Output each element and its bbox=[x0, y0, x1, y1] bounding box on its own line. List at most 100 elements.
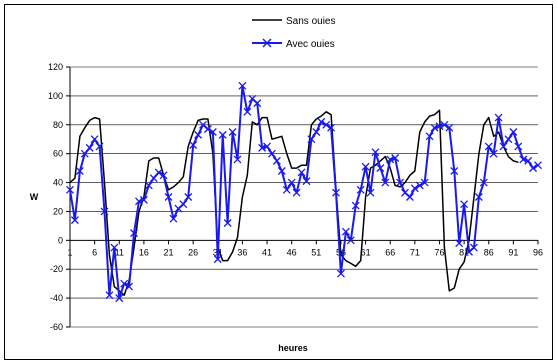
data-point-avec-ouies bbox=[66, 185, 74, 194]
data-point-avec-ouies bbox=[420, 178, 429, 187]
data-point-avec-ouies bbox=[317, 117, 326, 126]
data-point-avec-ouies bbox=[336, 269, 345, 278]
x-tick-label: 36 bbox=[237, 247, 247, 257]
data-point-avec-ouies bbox=[327, 123, 336, 132]
data-point-avec-ouies bbox=[307, 135, 316, 144]
data-point-avec-ouies bbox=[460, 200, 469, 209]
y-tick-label: 40 bbox=[53, 178, 63, 188]
series-layer bbox=[66, 81, 542, 303]
data-point-avec-ouies bbox=[386, 155, 395, 164]
data-point-avec-ouies bbox=[169, 214, 178, 223]
data-point-avec-ouies bbox=[415, 181, 424, 190]
data-point-avec-ouies bbox=[292, 188, 301, 197]
data-point-avec-ouies bbox=[223, 219, 232, 227]
data-point-avec-ouies bbox=[263, 142, 272, 151]
data-point-avec-ouies bbox=[435, 122, 444, 131]
data-point-avec-ouies bbox=[519, 155, 528, 164]
data-point-avec-ouies bbox=[381, 178, 390, 187]
x-tick-label: 61 bbox=[361, 247, 371, 257]
data-point-avec-ouies bbox=[144, 181, 153, 190]
data-point-avec-ouies bbox=[366, 188, 375, 197]
data-point-avec-ouies bbox=[494, 113, 503, 122]
data-point-avec-ouies bbox=[322, 120, 331, 129]
data-point-avec-ouies bbox=[258, 143, 267, 152]
data-point-avec-ouies bbox=[135, 197, 143, 206]
data-point-avec-ouies bbox=[100, 207, 109, 216]
data-point-avec-ouies bbox=[371, 148, 380, 157]
data-point-avec-ouies bbox=[405, 193, 414, 201]
series-line-avec-ouies bbox=[69, 84, 539, 300]
x-tick-label: 1 bbox=[67, 247, 72, 257]
y-tick-label: -60 bbox=[50, 322, 63, 332]
data-point-avec-ouies bbox=[376, 164, 385, 173]
data-point-avec-ouies bbox=[164, 193, 173, 201]
data-point-avec-ouies bbox=[130, 229, 139, 238]
data-point-avec-ouies bbox=[179, 200, 188, 209]
x-tick-label: 51 bbox=[311, 247, 321, 257]
x-tick-label: 91 bbox=[508, 247, 518, 257]
data-point-avec-ouies bbox=[218, 130, 227, 139]
legend: Sans ouies Avec ouies bbox=[252, 16, 335, 50]
data-point-avec-ouies bbox=[484, 142, 493, 151]
grid-lines bbox=[70, 66, 538, 328]
data-point-avec-ouies bbox=[469, 243, 478, 252]
data-point-avec-ouies bbox=[346, 236, 355, 245]
data-point-avec-ouies bbox=[504, 135, 513, 144]
data-point-avec-ouies bbox=[430, 123, 439, 132]
data-point-avec-ouies bbox=[110, 243, 119, 252]
data-point-avec-ouies bbox=[70, 216, 79, 225]
data-point-avec-ouies bbox=[489, 149, 498, 158]
data-point-avec-ouies bbox=[159, 171, 168, 180]
y-tick-label: -20 bbox=[50, 264, 63, 274]
legend-marker-avec-ouies bbox=[262, 38, 272, 48]
x-tick-label: 16 bbox=[139, 247, 149, 257]
y-tick-label: 60 bbox=[53, 149, 63, 159]
y-tick-label: 120 bbox=[48, 62, 63, 72]
x-tick-label: 81 bbox=[459, 247, 469, 257]
data-point-avec-ouies bbox=[514, 142, 523, 151]
y-tick-labels: -60 -40 -20 0 20 40 60 80 100 120 bbox=[48, 62, 63, 332]
data-point-avec-ouies bbox=[95, 142, 104, 151]
data-point-avec-ouies bbox=[499, 142, 508, 151]
y-tick-label: 80 bbox=[53, 120, 63, 130]
data-point-avec-ouies bbox=[189, 141, 198, 149]
data-point-avec-ouies bbox=[341, 227, 350, 236]
data-point-avec-ouies bbox=[509, 128, 518, 136]
axes bbox=[66, 66, 539, 328]
data-point-avec-ouies bbox=[154, 168, 163, 177]
x-tick-label: 6 bbox=[92, 247, 97, 257]
data-point-avec-ouies bbox=[302, 177, 311, 186]
x-tick-label: 26 bbox=[188, 247, 198, 257]
data-point-avec-ouies bbox=[356, 185, 365, 194]
y-tick-label: 100 bbox=[48, 91, 63, 101]
data-point-avec-ouies bbox=[410, 184, 419, 193]
series-line-sans-ouies bbox=[69, 109, 519, 296]
data-point-avec-ouies bbox=[85, 143, 94, 152]
y-axis-label: W bbox=[30, 192, 39, 202]
x-tick-label: 46 bbox=[287, 247, 297, 257]
y-tick-label: 0 bbox=[58, 235, 63, 245]
data-point-avec-ouies bbox=[75, 167, 84, 175]
x-tick-label: 41 bbox=[262, 247, 272, 257]
data-point-avec-ouies bbox=[268, 149, 276, 158]
data-point-avec-ouies bbox=[391, 154, 400, 162]
x-tick-label: 76 bbox=[434, 247, 444, 257]
data-point-avec-ouies bbox=[332, 188, 340, 197]
data-point-avec-ouies bbox=[184, 193, 193, 201]
legend-label-avec-ouies: Avec ouies bbox=[286, 39, 335, 50]
data-point-avec-ouies bbox=[208, 128, 217, 136]
data-point-avec-ouies bbox=[474, 193, 483, 201]
data-point-avec-ouies bbox=[238, 81, 247, 90]
data-point-avec-ouies bbox=[455, 239, 464, 248]
data-point-avec-ouies bbox=[524, 156, 533, 165]
data-point-avec-ouies bbox=[445, 123, 454, 132]
x-tick-label: 21 bbox=[164, 247, 174, 257]
x-tick-label: 96 bbox=[533, 247, 543, 257]
data-point-avec-ouies bbox=[534, 161, 542, 170]
x-tick-label: 66 bbox=[385, 247, 395, 257]
x-axis-label: heures bbox=[278, 343, 308, 353]
x-tick-label: 71 bbox=[410, 247, 420, 257]
data-point-avec-ouies bbox=[90, 135, 99, 144]
data-point-avec-ouies bbox=[287, 178, 296, 187]
